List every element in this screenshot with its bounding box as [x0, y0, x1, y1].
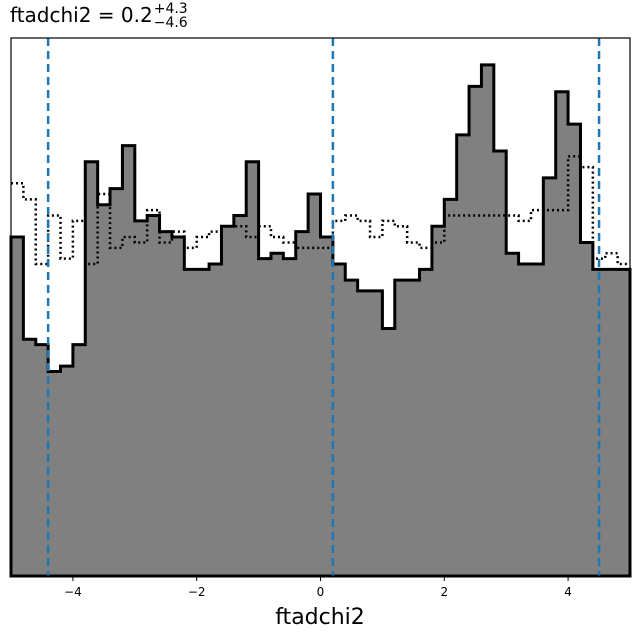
x-tick-label: −2	[188, 585, 206, 599]
x-tick-label: 0	[317, 585, 325, 599]
x-axis-label: ftadchi2	[275, 605, 365, 630]
filled-histogram	[9, 63, 632, 578]
plot-title: ftadchi2 = 0.2 +4.3 −4.6	[10, 1, 188, 31]
x-tick-label: −4	[64, 585, 82, 599]
x-axis: −4 −2 0 2 4	[64, 576, 572, 599]
x-tick-label: 4	[564, 585, 572, 599]
title-subscript: −4.6	[154, 15, 188, 31]
title-superscript: +4.3	[154, 1, 188, 17]
x-tick-label: 2	[440, 585, 448, 599]
title-text: ftadchi2 = 0.2	[10, 3, 153, 27]
plot-area	[9, 37, 632, 578]
dotted-histogram	[11, 155, 630, 266]
